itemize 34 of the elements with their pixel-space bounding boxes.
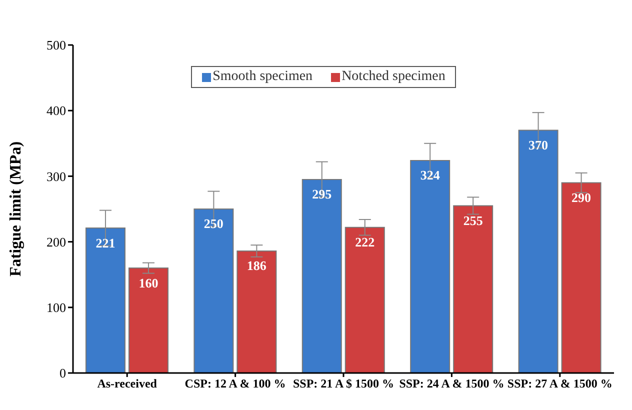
y-tick-label: 0 [60,366,66,381]
bar [236,250,277,373]
data-label: 295 [312,186,332,202]
bar [302,178,342,373]
data-label: 160 [138,275,158,290]
y-tick-label: 500 [46,38,66,53]
data-label: 324 [420,168,440,183]
data-label: 370 [528,138,548,153]
bar [518,130,558,373]
y-tick-label: 200 [46,234,66,250]
data-label: 222 [355,234,375,250]
data-label: 221 [96,235,116,250]
y-tick-label: 400 [46,103,66,118]
x-tick-label: SSP: 21 A $ 1500 % [292,376,394,391]
y-tick-label: 300 [46,168,66,184]
bar [410,160,450,373]
legend-label: Notched specimen [340,69,446,85]
x-tick-label: CSP: 12 A & 100 % [184,376,286,391]
bar [194,208,234,373]
y-axis-title: Fatigue limit (MPa) [8,141,25,277]
bar [561,182,602,373]
bar [85,228,126,373]
y-tick-label: 100 [46,300,66,316]
data-label: 186 [246,258,267,274]
x-tick-label: SSP: 24 A & 1500 % [399,376,504,391]
data-label: 255 [463,212,484,228]
data-label: 290 [572,190,592,205]
x-tick-label: SSP: 27 A & 1500 % [507,376,612,391]
x-tick-label: As-received [97,376,158,391]
legend-label: Smooth specimen [212,69,313,85]
data-label: 250 [204,216,224,232]
bar [128,268,168,373]
bar [344,226,385,373]
bar [453,205,494,373]
